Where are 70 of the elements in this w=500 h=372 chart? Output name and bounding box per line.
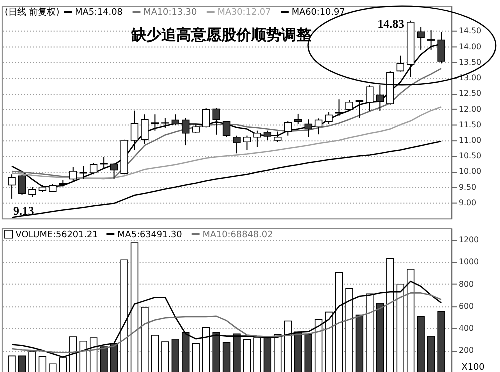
candlestick — [182, 118, 190, 146]
line-series — [11, 68, 442, 180]
bar — [304, 334, 312, 372]
candlestick — [264, 130, 272, 142]
bar — [438, 311, 446, 372]
y-tick-label: 11.00 — [458, 136, 482, 145]
candlestick — [417, 26, 425, 50]
candlestick — [202, 108, 210, 128]
line-series — [11, 292, 442, 354]
legend-label: MA5:63491.30 — [118, 230, 183, 240]
candlestick — [141, 114, 149, 144]
candlestick — [366, 85, 374, 112]
y-tick-label: 14.50 — [458, 26, 482, 36]
candlestick — [130, 110, 139, 151]
y-tick-label: 9.00 — [458, 198, 477, 208]
candlestick — [162, 118, 170, 129]
bar — [18, 356, 26, 372]
candlestick — [314, 118, 323, 136]
y-tick-label: 14.00 — [458, 42, 482, 52]
legend-label: VOLUME:56201.21 — [16, 230, 98, 240]
bar — [376, 303, 384, 372]
candlestick — [243, 135, 252, 151]
legend-label: MA5:14.08 — [75, 8, 124, 18]
bar — [222, 342, 231, 372]
candlestick — [110, 162, 118, 180]
text: 缺少追高意愿股价顺势调整 — [130, 26, 312, 44]
bar — [417, 316, 425, 372]
candlestick — [151, 114, 160, 132]
y-tick-label: 800 — [458, 280, 474, 289]
y-tick-label: 400 — [458, 324, 474, 334]
bar — [356, 314, 364, 372]
y-tick-label: 13.50 — [458, 58, 482, 67]
bar — [172, 339, 180, 372]
y-tick-label: 10.50 — [458, 152, 482, 161]
candlestick — [254, 130, 262, 148]
candlestick — [274, 131, 282, 143]
annotation: 14.83 — [378, 16, 404, 31]
y-tick-label: 1200 — [458, 236, 480, 245]
chart-subtitle: (日线 前复权) — [4, 7, 60, 18]
candlestick — [70, 166, 78, 182]
candlestick — [284, 120, 292, 136]
text: X100 — [462, 362, 486, 372]
candlestick — [396, 55, 404, 72]
candlestick — [172, 114, 180, 126]
y-tick-label: 1000 — [458, 258, 480, 267]
y-tick-label: 13.00 — [458, 74, 482, 83]
candlestick — [325, 112, 333, 125]
candlestick — [90, 162, 98, 176]
candlestick — [346, 100, 354, 112]
y-tick-label: 10.00 — [458, 167, 482, 176]
line-series — [11, 140, 442, 218]
candlestick — [222, 120, 231, 138]
candlestick — [304, 119, 312, 138]
annotation: 9.13 — [14, 204, 34, 218]
candlestick — [212, 108, 220, 136]
y-tick-label: 12.00 — [458, 104, 482, 114]
legend-label: MA60:10.97 — [292, 8, 346, 18]
candlestick — [233, 135, 241, 154]
bar — [427, 336, 436, 372]
candlestick — [8, 174, 16, 200]
y-tick-label: 12.50 — [458, 89, 482, 98]
candlestick — [294, 113, 302, 125]
candlestick — [28, 186, 36, 198]
legend-label: MA30:12.07 — [218, 8, 272, 18]
legend-label: MA10:13.30 — [144, 8, 198, 18]
y-tick-label: 600 — [458, 302, 474, 311]
y-tick-label: 9.50 — [458, 182, 477, 192]
y-tick-label: 200 — [458, 346, 474, 356]
y-tick-label: 11.50 — [458, 120, 482, 130]
legend-label: MA10:68848.02 — [202, 230, 274, 240]
